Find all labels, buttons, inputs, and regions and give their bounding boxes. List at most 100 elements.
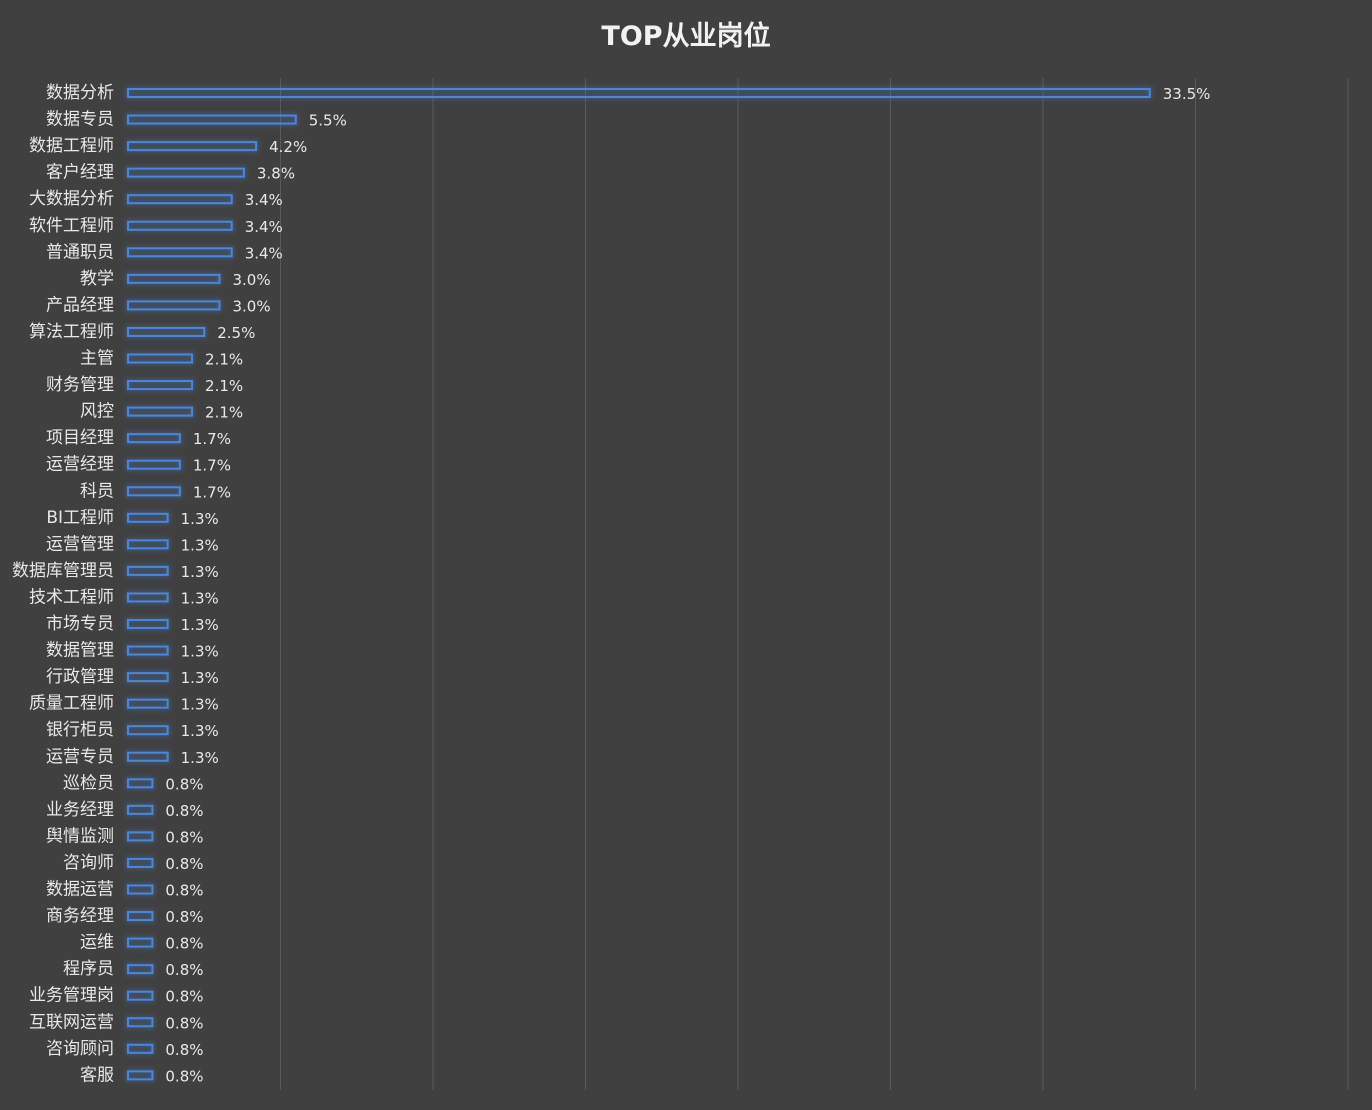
category-label: 咨询顾问 [46, 1039, 114, 1059]
bar [127, 539, 169, 550]
bars [125, 86, 1153, 1082]
bar [127, 831, 154, 842]
bar-glow [125, 644, 171, 658]
value-label: 0.8% [165, 775, 203, 793]
bar-glow [125, 829, 155, 843]
bar [127, 1017, 154, 1028]
bar-glow [125, 325, 207, 339]
category-label: 科员 [80, 481, 114, 501]
bar [127, 911, 154, 922]
category-label: 技术工程师 [29, 587, 114, 607]
category-label: 算法工程师 [29, 322, 114, 342]
value-label: 33.5% [1163, 85, 1211, 103]
value-label: 2.1% [205, 351, 243, 369]
value-label: 0.8% [165, 935, 203, 953]
bar [127, 857, 154, 868]
category-label: 数据库管理员 [12, 561, 114, 581]
bar [127, 645, 169, 656]
bar [127, 141, 258, 152]
bar [127, 884, 154, 895]
category-label: 数据专员 [46, 110, 114, 130]
bar [127, 619, 169, 629]
value-label: 1.7% [193, 457, 231, 475]
category-label: 业务经理 [46, 800, 114, 820]
category-label: 大数据分析 [29, 189, 114, 209]
bar-glow [125, 511, 171, 525]
bar [127, 300, 221, 311]
bar-glow [125, 219, 235, 233]
bar [127, 273, 221, 284]
category-label: 教学 [80, 269, 114, 289]
category-label: 商务经理 [46, 906, 114, 926]
category-label: 银行柜员 [46, 720, 114, 740]
value-label: 1.3% [181, 510, 219, 528]
labels: 数据分析 33.5% 数据专员 5.5% 数据工程师 4.2% 客户经理 3.8% 大数据分析 3… [12, 83, 1210, 1085]
category-label: 项目经理 [46, 428, 114, 448]
category-label: 数据工程师 [29, 136, 114, 156]
bar-glow [125, 86, 1153, 100]
bar-glow [125, 989, 155, 1003]
bar-glow [125, 1068, 155, 1082]
category-label: 行政管理 [46, 667, 114, 687]
value-label: 1.7% [193, 483, 231, 501]
bar-glow [125, 723, 171, 737]
category-label: 互联网运营 [29, 1012, 114, 1032]
bar-glow [125, 272, 222, 286]
value-label: 2.5% [217, 324, 255, 342]
bar-glow [125, 697, 171, 711]
bar-glow [125, 352, 195, 365]
category-label: 客服 [80, 1065, 114, 1085]
value-label: 3.0% [233, 271, 271, 289]
bar-glow [125, 776, 155, 790]
value-label: 0.8% [165, 882, 203, 900]
bar [127, 353, 194, 364]
bar [127, 194, 233, 205]
value-label: 5.5% [309, 112, 347, 130]
value-label: 3.4% [245, 191, 283, 209]
bar-glow [125, 909, 155, 923]
bar [127, 1043, 154, 1054]
bar-glow [125, 670, 171, 684]
value-label: 3.4% [245, 244, 283, 262]
value-label: 3.0% [233, 297, 271, 315]
category-label: 运营管理 [46, 534, 114, 554]
category-label: 巡检员 [63, 773, 114, 793]
bar-glow [125, 617, 171, 631]
bar [127, 1070, 154, 1081]
bar-glow [125, 298, 222, 312]
category-label: 数据管理 [46, 641, 114, 661]
bar-glow [125, 803, 155, 817]
value-label: 2.1% [205, 377, 243, 395]
bar-glow [125, 484, 183, 498]
value-label: 0.8% [165, 908, 203, 926]
value-label: 0.8% [165, 1014, 203, 1032]
bar-glow [125, 245, 235, 259]
category-label: 运营专员 [46, 747, 114, 767]
bar [127, 698, 169, 709]
bar-glow [125, 1015, 155, 1029]
bar-glow [125, 405, 195, 419]
bar-glow [125, 1042, 155, 1056]
bar [127, 565, 169, 576]
bar-glow [125, 139, 259, 153]
value-label: 3.8% [257, 165, 295, 183]
bar [127, 778, 154, 789]
bar-glow [125, 962, 155, 976]
category-label: 数据运营 [46, 880, 114, 900]
category-label: 舆情监测 [46, 826, 114, 846]
bar [127, 725, 169, 736]
value-label: 0.8% [165, 1041, 203, 1059]
gridlines [280, 78, 1349, 1090]
bar [127, 380, 194, 391]
value-label: 1.3% [181, 536, 219, 554]
bar [127, 406, 194, 417]
value-label: 0.8% [165, 1067, 203, 1085]
value-label: 3.4% [245, 218, 283, 236]
bar [127, 804, 154, 815]
bar-glow [125, 378, 195, 392]
bar [127, 88, 1151, 98]
category-label: 市场专员 [46, 614, 114, 634]
bar [127, 512, 169, 523]
bar-glow [125, 856, 155, 870]
bar [127, 167, 245, 178]
